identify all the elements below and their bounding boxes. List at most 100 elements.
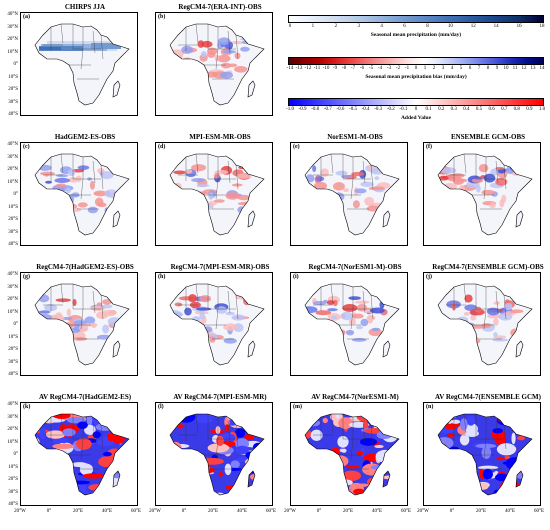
bias-patch [486,307,500,316]
panel-label: (d) [158,144,166,150]
av-patch [92,431,101,439]
av-patch [314,471,333,480]
bias-patch [45,180,53,184]
av-patch [246,418,252,428]
panel-title: AV RegCM4-7(MPI-ESM-MR) [173,393,267,401]
colorbar-tick: 0 [288,24,292,29]
bias-patch [366,205,380,212]
bias-patch [342,303,358,312]
map-frame: (j) [423,272,541,376]
bias-patch [189,336,204,342]
bias-patch [493,318,499,326]
bias-patch [313,181,328,190]
country-borders [178,414,239,470]
bias-patch [478,163,489,173]
map-panel-j: RegCM4-7(ENSEMBLE GCM)-OBS (j) [423,262,550,378]
map-frame: (k) [20,402,138,506]
colorbar-tick: 3 [357,24,360,29]
av-patch [106,432,115,442]
av-patch [214,492,225,495]
colorbar-tick: 3 [441,66,445,71]
av-patch [443,473,464,482]
bias-patch [66,308,71,317]
country-borders [43,154,104,210]
precip-band [91,43,121,49]
bias-patch [313,323,322,330]
bias-patch [190,197,202,205]
lat-tick-label: 10°N [7,309,18,315]
bias-patch [348,296,361,301]
colorbar-tick: -10 [322,66,330,71]
panel-title: AV RegCM4-7(NorESM1-M) [311,393,399,401]
country-borders [313,414,374,470]
bias-patch [367,315,376,321]
africa-map [304,153,400,236]
panel-label: (n) [426,404,434,410]
bias-patch [475,306,482,313]
av-patch [465,430,479,438]
bias-patch [351,338,367,342]
bias-patch [173,195,178,203]
av-patch [77,482,87,494]
colorbar-tick: -0.7 [323,107,332,112]
lat-tick-label: 30°S [8,99,18,105]
bias-patch [335,170,348,176]
map-frame: (m) [290,402,408,506]
map-frame: (h) [155,272,273,376]
bias-patch [371,327,381,331]
bias-patch [331,315,338,320]
bias-patch [102,299,113,305]
bias-patch [326,300,335,305]
bias-patch [333,192,345,202]
bias-patch [181,319,192,325]
av-patch [378,468,384,474]
bias-patch [221,62,232,69]
lat-tick-label: 10°S [8,74,18,80]
av-patch [234,428,246,438]
av-patch [453,472,466,477]
bias-patch [188,294,197,303]
map-frame: (e) [290,142,408,246]
colorbar-tick: 4 [450,66,454,71]
panel-title: RegCM4-7(NorESM1-M)-OBS [308,263,402,271]
colorbar-tick: 1 [423,66,427,71]
bias-patch [200,336,209,344]
bias-patch [456,203,471,210]
bias-patch [326,334,337,339]
bias-patch [173,170,187,175]
colorbar-tick: -0.8 [311,107,320,112]
bias-patch [327,308,338,312]
av-patch [108,414,113,426]
av-patch [218,471,223,477]
lat-tick-label: 40°S [8,372,18,377]
av-patch [177,455,187,469]
bias-patch [443,201,451,206]
bias-patch [440,323,455,327]
av-patch [438,468,444,480]
africa-map [34,153,130,236]
bias-patch [351,313,364,319]
bias-patch [206,51,216,58]
av-patch [450,471,458,477]
bias-patch [368,164,373,172]
lon-tick-label: 0° [46,509,52,514]
bias-patch [510,309,524,314]
av-patch [40,489,54,495]
bias-patch [195,64,201,71]
lon-tick-label: 20°W [149,509,161,514]
av-patch [82,473,104,479]
bias-patch [77,202,88,208]
bias-patch [470,336,481,344]
av-patch [364,490,376,495]
av-patch [244,434,255,440]
colorbar-title: Seasonal mean precipitation bias (mm/day… [365,74,467,80]
av-patch [35,446,44,459]
africa-map [34,413,130,496]
av-patch [375,449,394,463]
bias-patch [493,332,498,337]
map-panel-c: HadGEM2-ES-OBS (c) 40°N 30°N 20°N 10°N 0° 10°S 2… [7,132,150,248]
panel-title: MPI-ESM-MR-OBS [189,133,251,141]
bias-patch [313,188,324,197]
colorbar-tick: -0.9 [298,107,307,112]
colorbar-tick: 0.6 [488,107,495,112]
